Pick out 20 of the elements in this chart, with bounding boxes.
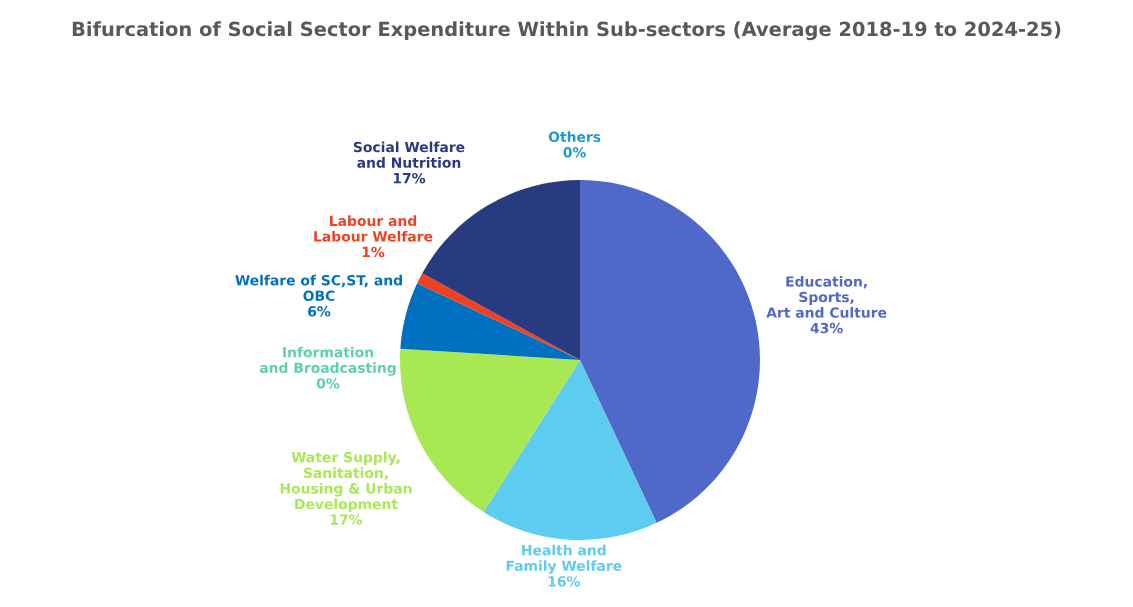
- slice-label: Welfare of SC,ST, and OBC: [235, 274, 402, 302]
- slice-label: Health and Family Welfare: [506, 544, 622, 574]
- slice-label: Water Supply, Sanitation, Housing & Urban Development: [280, 451, 412, 512]
- data-label: 16%: [548, 576, 580, 587]
- text: 0%: [316, 378, 340, 389]
- slice-label: Education, Sports, Art and Culture: [766, 275, 887, 318]
- slice-label: Social Welfare and Nutrition: [353, 141, 465, 168]
- data-label: 43%: [810, 322, 843, 334]
- text: 0%: [563, 147, 586, 158]
- data-label: 6%: [308, 306, 331, 317]
- pie-slice: [400, 283, 580, 360]
- data-label: 17%: [393, 172, 426, 184]
- chart-title: Bifurcation of Social Sector Expenditure Within Sub-sectors (Average 2018-19 to 2024-25): [72, 21, 1061, 41]
- category-label: Information and Broadcasting: [259, 346, 396, 376]
- data-label: 17%: [330, 514, 363, 525]
- pie-slice: [483, 360, 657, 540]
- data-label: 1%: [362, 246, 385, 258]
- slice-label: Labour and Labour Welfare: [314, 215, 433, 242]
- category-label: Others: [548, 131, 601, 143]
- pie-slice: [580, 180, 760, 523]
